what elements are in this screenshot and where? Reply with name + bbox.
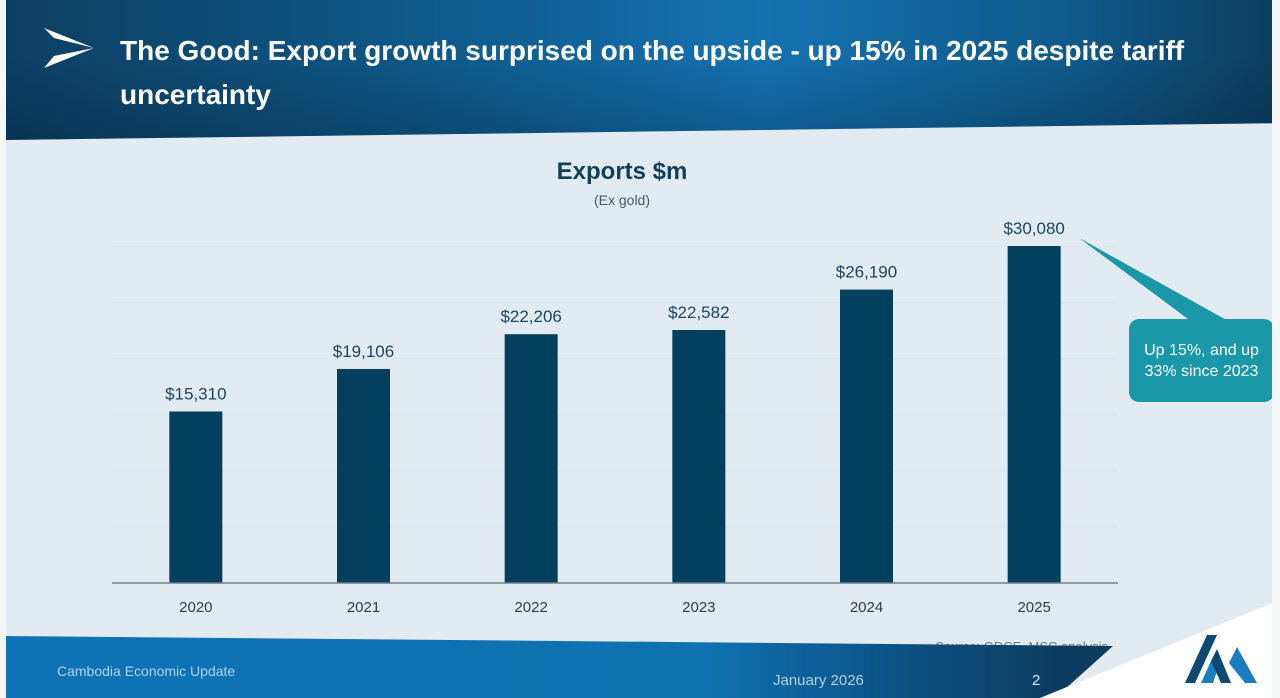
bar-2022 <box>504 334 558 583</box>
x-tick-label-2020: 2020 <box>179 599 212 616</box>
bar-2020 <box>169 411 223 583</box>
x-tick-label-2024: 2024 <box>850 599 883 616</box>
slide-title: The Good: Export growth surprised on the… <box>120 35 1185 110</box>
bar-2023 <box>672 330 726 583</box>
footer-banner <box>5 636 1113 698</box>
bar-2024 <box>840 289 893 583</box>
annotation-pointer <box>1079 238 1230 322</box>
data-label-2020: $15,310 <box>165 384 226 403</box>
x-tick-label-2022: 2022 <box>514 599 547 616</box>
msc-m-logo-icon <box>1185 635 1257 683</box>
annotation-text: Up 15%, and up 33% since 2023 <box>1144 341 1259 380</box>
page-edge-left <box>0 0 6 698</box>
bar-2025 <box>1007 246 1061 583</box>
chart-title: Exports $m <box>556 158 688 185</box>
x-tick-label-2021: 2021 <box>347 599 380 616</box>
data-label-2024: $26,190 <box>836 263 897 282</box>
page-number: 2 <box>1032 672 1041 689</box>
data-label-2021: $19,106 <box>333 342 394 361</box>
data-label-2022: $22,206 <box>500 307 561 326</box>
x-tick-label-2023: 2023 <box>682 599 715 616</box>
data-label-2025: $30,080 <box>1003 219 1064 238</box>
footer-date: January 2026 <box>773 672 864 689</box>
bar-2021 <box>337 368 390 583</box>
x-tick-label-2025: 2025 <box>1017 599 1050 616</box>
page-edge-right <box>1272 0 1280 698</box>
footer-publication: Cambodia Economic Update <box>57 663 236 679</box>
header-banner <box>5 0 1273 140</box>
arrow-chevron-right-icon <box>44 28 94 68</box>
data-label-2023: $22,582 <box>668 303 729 322</box>
chart-subtitle: (Ex gold) <box>593 192 651 208</box>
annotation-callout: Up 15%, and up 33% since 2023 <box>1129 319 1274 402</box>
